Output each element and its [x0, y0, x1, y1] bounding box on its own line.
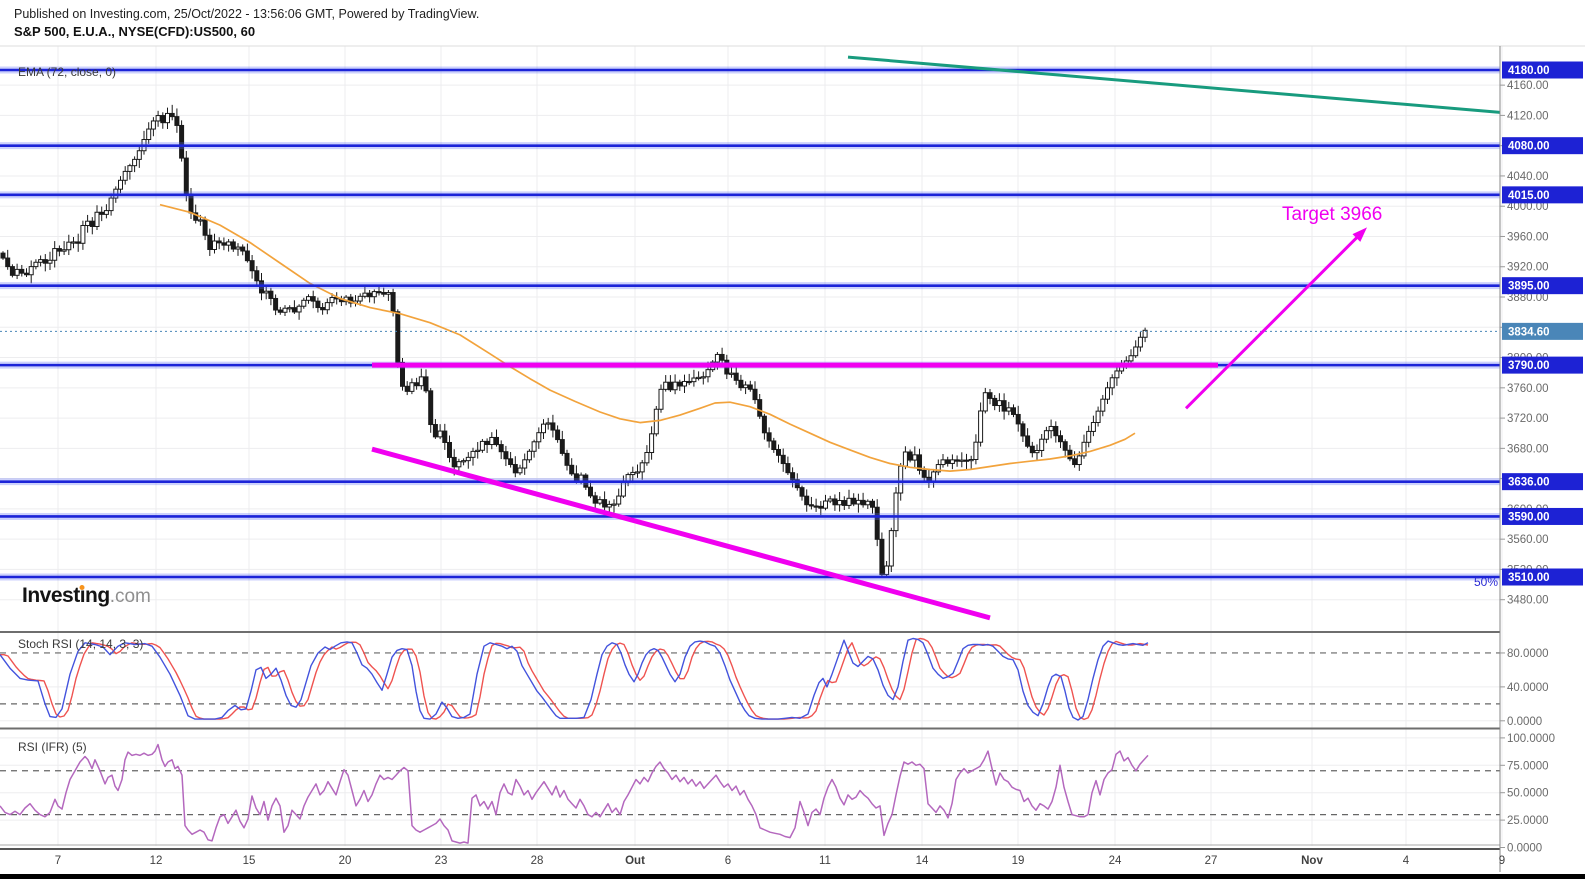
- date-label: 27: [1205, 855, 1218, 867]
- price-tick-label: 4000.00: [1507, 201, 1549, 213]
- date-label: 7: [55, 855, 61, 867]
- date-label: 24: [1109, 855, 1122, 867]
- last-price-tag: [1502, 322, 1583, 340]
- date-label: 19: [1012, 855, 1025, 867]
- support-resistance-lines: [0, 66, 1500, 581]
- stoch-axis-label: 80.0000: [1507, 648, 1549, 660]
- rsi-axis-label: 0.0000: [1507, 843, 1542, 855]
- price-tick-label: 4040.00: [1507, 171, 1549, 183]
- date-label: Nov: [1301, 855, 1323, 867]
- investing-watermark: Investing.com: [22, 584, 151, 608]
- price-level-tag: [1502, 186, 1583, 204]
- logo-com-suffix: .com: [109, 586, 151, 607]
- drawing-annotations: [371, 55, 1501, 621]
- price-level-tag: [1502, 507, 1583, 525]
- price-tick-label: 3720.00: [1507, 413, 1549, 425]
- symbol-title: S&P 500, E.U.A., NYSE(CFD):US500, 60: [14, 24, 256, 39]
- ema-line: [159, 203, 1136, 472]
- date-label: Out: [625, 855, 645, 867]
- price-axis: 4160.00 4120.00 4080.00 4040.00 4000.00 3960.…: [1500, 61, 1583, 607]
- price-level-tag: [1502, 61, 1583, 79]
- price-level-tag-label: 4080.00: [1508, 141, 1550, 153]
- date-label: 20: [339, 855, 352, 867]
- date-axis: 7 12 15 20 23 28 Out 6 11 14 19 24 27 Nov 4 9: [55, 855, 1505, 867]
- price-level-tag-label: 3510.00: [1508, 572, 1550, 584]
- price-tick-label: 3560.00: [1507, 534, 1549, 546]
- stoch-rsi-lines: [0, 637, 1149, 721]
- price-tick-label: 4120.00: [1507, 110, 1549, 122]
- date-label: 9: [1499, 855, 1505, 867]
- stoch-axis-label: 0.0000: [1507, 716, 1542, 728]
- date-label: 4: [1403, 855, 1410, 867]
- price-level-tag: [1502, 277, 1583, 295]
- logo-text-left: Invest: [22, 584, 80, 607]
- target-arrow-line: [1184, 233, 1361, 410]
- ema-indicator-label: EMA (72, close, 0): [18, 65, 117, 79]
- date-label: 11: [819, 855, 831, 867]
- oscillator-axes: 80.0000 40.0000 0.0000 100.0000 75.0000 50.00…: [1500, 648, 1555, 855]
- date-label: 15: [243, 855, 256, 867]
- stoch-axis-label: 40.0000: [1507, 682, 1549, 694]
- target-annotation-label: Target 3966: [1282, 204, 1383, 225]
- price-tick-label: 3480.00: [1507, 595, 1549, 607]
- rsi-axis-label: 25.0000: [1507, 815, 1549, 827]
- stoch-k-line: [0, 637, 1149, 721]
- price-level-tag: [1502, 137, 1583, 155]
- price-level-tag-label: 3790.00: [1508, 360, 1550, 372]
- date-label: 12: [150, 855, 163, 867]
- magenta-descending-trendline: [371, 446, 991, 621]
- bottom-black-bar: [0, 874, 1585, 879]
- price-level-tag: [1502, 568, 1583, 586]
- rsi-line: [0, 743, 1149, 844]
- logo-text-right: ng: [85, 584, 110, 607]
- price-tick-label: 3960.00: [1507, 231, 1549, 243]
- stoch-rsi-indicator-label: Stoch RSI (14, 14, 3, 3): [18, 637, 144, 651]
- rsi-indicator-label: RSI (IFR) (5): [18, 740, 87, 754]
- published-line: Published on Investing.com, 25/Oct/2022 …: [14, 7, 480, 21]
- pane-separators: [0, 45, 1585, 872]
- price-level-tag: [1502, 356, 1583, 374]
- date-label: 14: [916, 855, 929, 867]
- rsi-axis-label: 100.0000: [1507, 733, 1555, 745]
- logo-orange-dot-i: i: [79, 584, 86, 607]
- price-level-tag-label: 3590.00: [1508, 511, 1550, 523]
- price-level-tag-label: 4015.00: [1508, 190, 1550, 202]
- price-tick-label: 3920.00: [1507, 262, 1549, 274]
- fib-50-percent-label: 50%: [1473, 575, 1498, 589]
- price-tick-label: 3760.00: [1507, 383, 1549, 395]
- price-level-tag-label: 4180.00: [1508, 65, 1550, 77]
- price-level-tag-label: 3895.00: [1508, 281, 1550, 293]
- rsi-axis-label: 50.0000: [1507, 788, 1549, 800]
- last-price-tag-label: 3834.60: [1508, 326, 1550, 338]
- grid-lines: [0, 46, 1503, 846]
- teal-descending-trendline: [847, 55, 1501, 114]
- price-tick-label: 4160.00: [1507, 80, 1549, 92]
- date-label: 6: [725, 855, 731, 867]
- date-label: 23: [435, 855, 448, 867]
- price-level-tag: [1502, 473, 1583, 491]
- price-tick-label: 3880.00: [1507, 292, 1549, 304]
- price-tick-label: 3680.00: [1507, 443, 1549, 455]
- rsi-purple-line: [0, 743, 1149, 844]
- rsi-axis-label: 75.0000: [1507, 760, 1549, 772]
- band-dashed-lines: [0, 652, 1500, 816]
- date-label: 28: [531, 855, 544, 867]
- target-arrow-head: [1352, 227, 1367, 242]
- price-level-tag-label: 3636.00: [1508, 477, 1550, 489]
